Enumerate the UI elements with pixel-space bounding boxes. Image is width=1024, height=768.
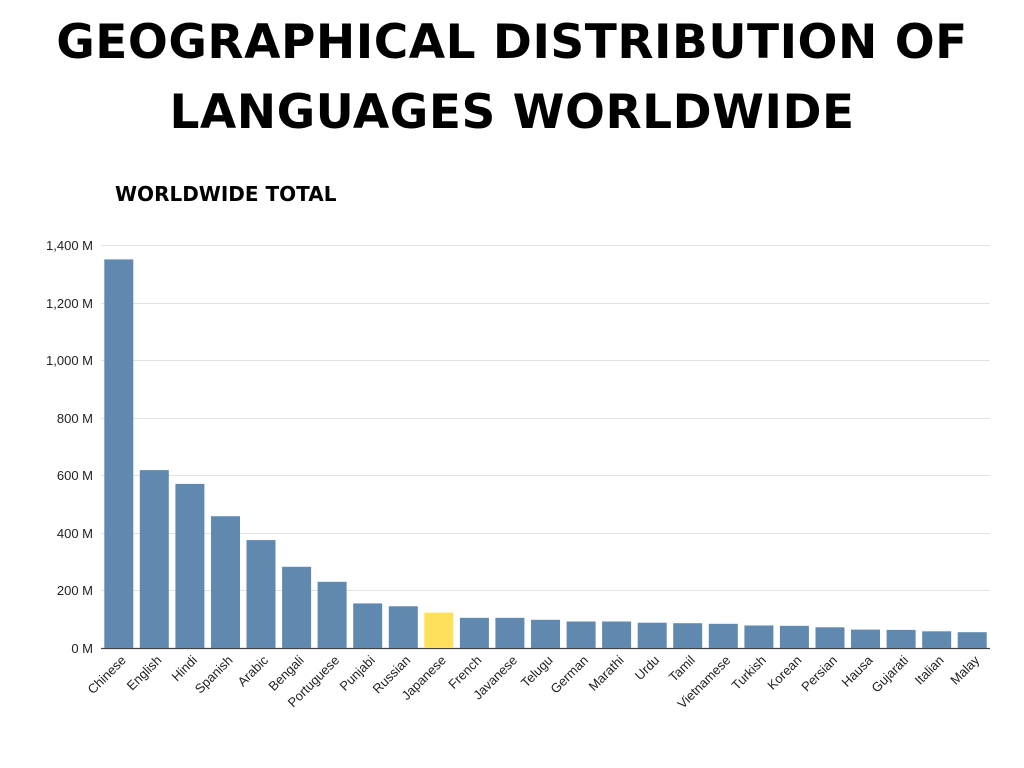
bar-telugu [531,619,560,648]
y-tick-label: 1,000 M [46,353,93,368]
bar-punjabi [353,603,383,648]
x-tick-label: Korean [764,653,804,693]
page-title-line-1: GEOGRAPHICAL DISTRIBUTION OF [56,15,968,70]
bar-gujarati [886,629,916,648]
y-tick-label: 200 M [57,583,93,598]
bar-arabic [246,540,276,648]
bar-japanese [424,612,454,648]
page-title: GEOGRAPHICAL DISTRIBUTION OF LANGUAGES W… [0,8,1024,148]
bar-italian [922,631,952,648]
x-tick-label: Turkish [729,653,769,693]
x-tick-label: Italian [912,653,947,688]
x-tick-label: Urdu [632,653,663,684]
bar-chinese [104,259,134,648]
y-tick-label: 600 M [57,468,93,483]
x-tick-label: Spanish [192,653,236,697]
x-tick-label: Hindi [168,652,200,684]
y-tick-label: 1,200 M [46,296,93,311]
x-tick-label: Marathi [585,652,626,693]
y-tick-label: 800 M [57,411,93,426]
bar-hindi [175,483,205,648]
x-tick-label: English [124,653,165,694]
bars [104,259,987,648]
bar-turkish [744,625,774,648]
bar-malay [957,632,987,648]
y-tick-label: 400 M [57,526,93,541]
bar-persian [815,627,845,648]
bar-spanish [211,516,240,648]
x-tick-label: Malay [947,652,982,687]
bar-bengali [282,566,312,648]
bar-marathi [602,621,632,648]
x-tick-label: Gujarati [868,652,911,695]
bar-tamil [673,623,703,648]
bar-german [566,621,596,648]
y-tick-label: 1,400 M [46,238,93,253]
bar-javanese [495,617,525,648]
y-axis-tick-labels: 0 M 200 M 400 M 600 M 800 M 1,000 M 1,200 M 1,4… [46,238,93,656]
x-tick-label: Tamil [666,652,698,684]
bar-vietnamese [708,623,738,648]
chart-subtitle: WORLDWIDE TOTAL [115,182,337,206]
x-tick-label: German [547,653,591,697]
y-tick-label: 0 M [71,641,93,656]
bar-hausa [851,629,880,648]
x-tick-label: Persian [798,653,840,695]
bar-korean [779,625,809,648]
bar-urdu [637,622,667,648]
bar-french [459,617,489,648]
bar-russian [388,606,418,648]
page-title-line-2: LANGUAGES WORLDWIDE [169,85,855,140]
bar-portuguese [317,581,347,648]
x-tick-label: Chinese [85,653,129,697]
bar-english [139,470,169,648]
